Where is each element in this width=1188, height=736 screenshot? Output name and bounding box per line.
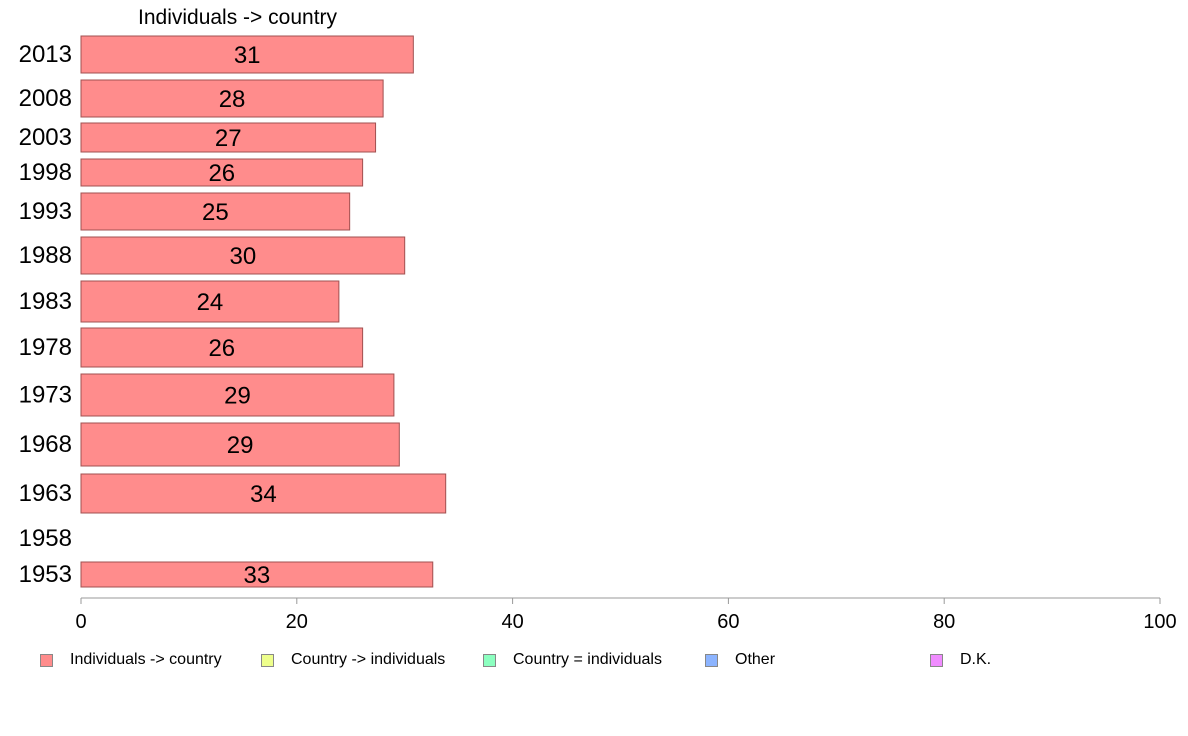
legend-item: D.K. [930,651,991,669]
bar-label-1963: 34 [250,481,277,508]
bar-1998-series-0 [80,158,364,187]
category-label-2013: 2013 [19,41,72,68]
legend-label: Country = individuals [513,651,662,668]
bars [80,35,447,588]
bar-2003-series-0 [80,122,377,153]
bar-label-2003: 27 [215,125,242,152]
category-label-2008: 2008 [19,85,72,112]
legend-swatch [261,653,274,667]
bar-1993-series-0 [80,192,351,231]
bar-label-1983: 24 [197,289,224,316]
bar-label-1953: 33 [244,562,271,589]
bar-2013-series-0 [80,35,414,74]
bar-2008-series-0 [80,79,384,118]
x-tick-label: 0 [75,611,86,633]
legend-label: D.K. [960,651,992,668]
bar-1953-series-0 [80,561,434,588]
bar-1988-series-0 [80,236,406,275]
legend-swatch [930,653,943,667]
legend-label: Other [735,651,776,668]
category-labels: 2013 2008 2003 1998 1993 1988 1983 1978 1973 1968… [19,41,72,588]
category-label-1953: 1953 [19,561,72,588]
bar-label-1988: 30 [229,243,256,270]
chart-title: Individuals -> country [138,6,338,29]
legend-label: Country -> individuals [291,651,446,668]
bar-1968-series-0 [80,422,400,467]
legend: Individuals -> country Country -> individ… [40,651,1180,671]
x-tick-label: 100 [1143,611,1176,633]
category-label-1988: 1988 [19,242,72,269]
legend-swatch [40,653,53,667]
bar-1973-series-0 [80,373,395,417]
bar-label-1973: 29 [224,383,251,410]
category-label-1958: 1958 [19,525,72,552]
category-label-1993: 1993 [19,198,72,225]
legend-item: Other [705,651,775,669]
category-label-2003: 2003 [19,124,72,151]
legend-swatch [705,653,718,667]
bar-1978-series-0 [80,327,364,368]
legend-swatch [483,653,496,667]
bar-label-1993: 25 [202,199,229,226]
x-tick-label: 60 [717,611,739,633]
bar-label-1998: 26 [208,160,235,187]
category-label-1983: 1983 [19,288,72,315]
bar-1983-series-0 [80,280,340,323]
category-label-1978: 1978 [19,334,72,361]
x-tick-label: 40 [501,611,523,633]
category-label-1973: 1973 [19,382,72,409]
bar-label-1978: 26 [208,335,235,362]
x-axis: 0 20 40 60 80 100 [75,597,1177,633]
legend-item: Country = individuals [483,651,662,669]
legend-label: Individuals -> country [70,651,222,668]
legend-item: Individuals -> country [40,651,222,669]
bar-label-2013: 31 [234,42,261,69]
category-label-1968: 1968 [19,431,72,458]
bar-label-2008: 28 [219,86,246,113]
bar-1963-series-0 [80,473,447,514]
x-tick-label: 20 [286,611,308,633]
legend-item: Country -> individuals [261,651,445,669]
x-tick-label: 80 [933,611,955,633]
category-label-1998: 1998 [19,159,72,186]
bar-label-1968: 29 [227,432,254,459]
category-label-1963: 1963 [19,480,72,507]
